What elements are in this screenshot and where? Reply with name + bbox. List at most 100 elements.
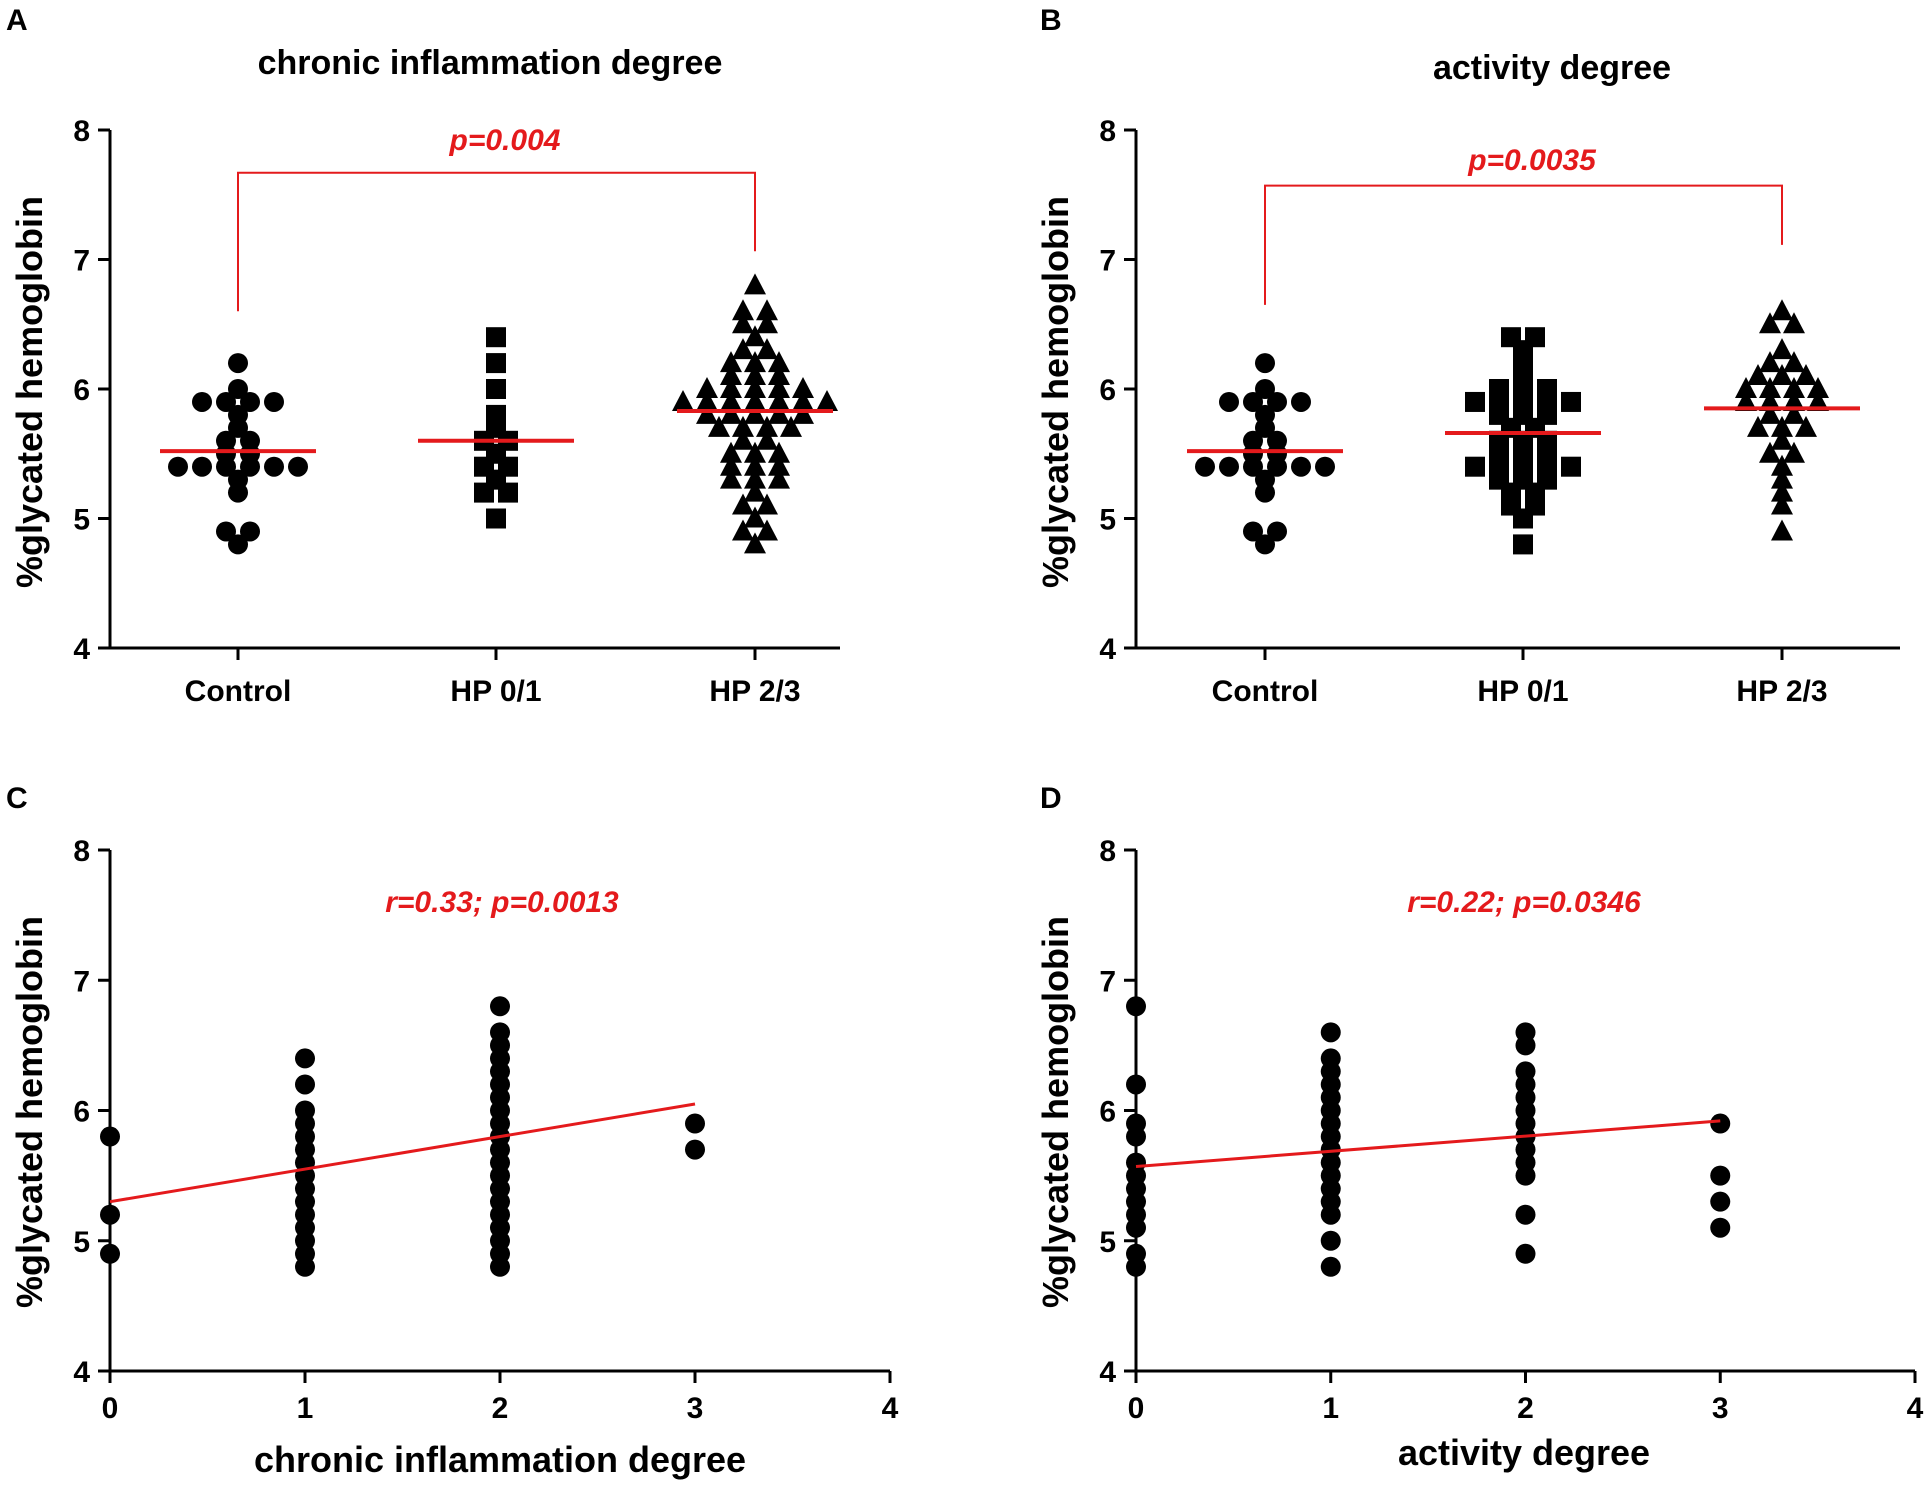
data-point — [1771, 519, 1793, 541]
panel-d-xlabel: activity degree — [1398, 1432, 1650, 1473]
x-tick-label: HP 0/1 — [1477, 675, 1568, 708]
data-point — [1320, 1204, 1341, 1225]
panel-b-ylabel: %glycated hemoglobin — [1035, 196, 1076, 588]
x-tick-label: 4 — [882, 1392, 899, 1425]
data-point — [1243, 456, 1263, 477]
data-point — [1759, 377, 1781, 398]
data-point — [1747, 364, 1769, 386]
data-point — [768, 377, 790, 398]
y-tick-label: 7 — [1099, 245, 1116, 278]
data-point — [100, 1243, 120, 1264]
data-point — [1195, 456, 1215, 477]
x-tick-label: HP 2/3 — [709, 675, 800, 708]
panel-d-marks — [1126, 996, 1731, 1277]
data-point — [1771, 493, 1793, 515]
data-point — [1795, 415, 1817, 437]
data-point — [792, 402, 814, 424]
data-point — [744, 506, 766, 528]
data-point — [744, 389, 766, 411]
y-tick-label: 8 — [73, 835, 90, 868]
panel-c-marks — [100, 996, 705, 1277]
data-point — [756, 519, 778, 541]
data-point — [1126, 1074, 1146, 1095]
panel-c-xlabel: chronic inflammation degree — [254, 1439, 746, 1480]
data-point — [792, 389, 814, 411]
x-tick-label: 1 — [297, 1392, 314, 1425]
data-point — [744, 273, 766, 295]
data-point — [768, 454, 790, 476]
data-point — [1501, 495, 1521, 516]
data-point — [792, 377, 814, 398]
data-point — [1267, 521, 1287, 542]
x-tick-label: 3 — [1712, 1392, 1729, 1425]
data-point — [696, 389, 718, 411]
data-point — [1513, 534, 1533, 555]
data-point — [1219, 456, 1239, 477]
data-point — [732, 312, 754, 334]
data-point — [756, 493, 778, 515]
data-point — [1320, 1022, 1341, 1043]
data-point — [756, 338, 778, 360]
x-tick-label: 0 — [102, 1392, 119, 1425]
data-point — [1126, 1126, 1146, 1147]
significance-bracket — [237, 171, 756, 312]
data-point — [1759, 402, 1781, 424]
y-tick-label: 7 — [73, 245, 90, 278]
y-tick-label: 5 — [1099, 1226, 1116, 1259]
significance-bracket — [1264, 184, 1783, 305]
panel-b-axes: 4 5 6 7 8 Control HP 0/1 HP 2/3 — [1099, 115, 1900, 708]
data-point — [486, 508, 506, 529]
data-point — [1515, 1165, 1536, 1186]
data-point — [486, 353, 506, 374]
data-point — [1561, 391, 1581, 412]
panel-letter-a: A — [6, 4, 28, 37]
y-tick-label: 6 — [73, 374, 90, 407]
data-point — [264, 391, 284, 412]
data-point — [1267, 456, 1287, 477]
data-point — [1515, 1035, 1536, 1056]
y-tick-label: 4 — [1099, 1356, 1116, 1389]
data-point — [732, 299, 754, 321]
data-point — [1759, 389, 1781, 411]
x-tick-label: Control — [185, 675, 292, 708]
data-point — [1465, 391, 1485, 412]
data-point — [474, 482, 494, 503]
data-point — [1771, 467, 1793, 489]
data-point — [1515, 1243, 1536, 1264]
data-point — [216, 521, 236, 542]
data-point — [240, 456, 260, 477]
y-tick-label: 4 — [73, 633, 90, 666]
panel-c: C chronic inflammation degree %glycated … — [6, 782, 899, 1480]
data-point — [780, 415, 802, 437]
data-point — [228, 417, 248, 438]
data-point — [1759, 312, 1781, 334]
data-point — [696, 402, 718, 424]
data-point — [1783, 441, 1805, 463]
panel-a-title: chronic inflammation degree — [258, 44, 723, 82]
data-point — [1771, 480, 1793, 502]
y-tick-label: 4 — [73, 1356, 90, 1389]
data-point — [1219, 391, 1239, 412]
data-point — [756, 428, 778, 450]
data-point — [1783, 312, 1805, 334]
data-point — [1807, 377, 1829, 398]
data-point — [1126, 996, 1146, 1017]
data-point — [732, 519, 754, 541]
data-point — [192, 456, 212, 477]
y-tick-label: 6 — [73, 1096, 90, 1129]
data-point — [228, 534, 248, 555]
data-point — [685, 1139, 705, 1160]
y-tick-label: 4 — [1099, 633, 1116, 666]
y-tick-label: 8 — [1099, 835, 1116, 868]
data-point — [744, 351, 766, 373]
data-point — [490, 1256, 510, 1277]
data-point — [1126, 1256, 1146, 1277]
data-point — [1291, 391, 1311, 412]
data-point — [1771, 338, 1793, 360]
y-tick-label: 5 — [73, 504, 90, 537]
data-point — [1255, 379, 1275, 399]
data-point — [100, 1204, 120, 1225]
data-point — [768, 441, 790, 463]
data-point — [1255, 482, 1275, 503]
panel-a-annotation: p=0.004 — [449, 124, 561, 157]
